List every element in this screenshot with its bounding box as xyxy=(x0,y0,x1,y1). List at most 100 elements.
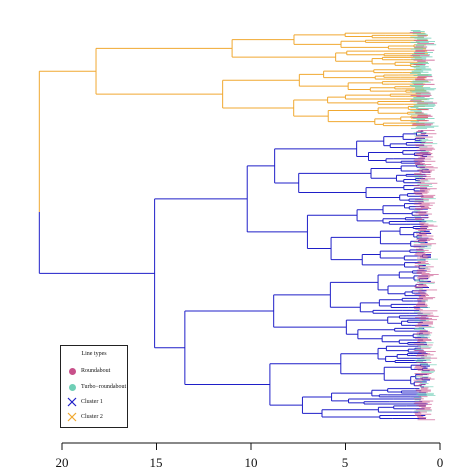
leaf-label-mark xyxy=(415,218,422,219)
leaf-label-mark xyxy=(415,324,422,326)
leaf-label-mark xyxy=(419,170,432,172)
leaf-label-mark xyxy=(415,229,433,230)
leaf-label-mark xyxy=(412,33,427,35)
leaf-label-mark xyxy=(421,353,431,355)
leaf-label-mark xyxy=(416,271,426,273)
leaf-label-mark xyxy=(421,407,432,409)
leaf-label-mark xyxy=(417,114,431,116)
leaf-label-mark xyxy=(417,312,433,314)
legend-item-cluster-2: Cluster 2 xyxy=(67,411,103,423)
leaf-label-mark xyxy=(413,159,424,161)
leaf-label-mark xyxy=(411,86,422,87)
leaf-label-mark xyxy=(418,138,429,140)
leaf-label-mark xyxy=(415,126,435,128)
leaf-label-mark xyxy=(415,212,427,214)
leaf-label-mark xyxy=(414,414,422,416)
leaf-label-mark xyxy=(415,401,430,403)
leaf-label-mark xyxy=(410,127,428,129)
leaf-label-mark xyxy=(417,255,431,257)
leaf-label-mark xyxy=(418,296,426,297)
leaf-label-mark xyxy=(410,121,419,123)
leaf-label-mark xyxy=(415,409,432,411)
leaf-label-mark xyxy=(412,54,430,56)
leaf-label-mark xyxy=(418,146,428,148)
leaf-label-mark xyxy=(410,36,425,38)
leaf-label-mark xyxy=(409,32,421,34)
leaf-label-mark xyxy=(419,171,432,173)
dendrogram-leaf-labels xyxy=(409,30,439,421)
leaf-label-mark xyxy=(415,78,424,80)
leaf-label-mark xyxy=(417,125,439,127)
leaf-label-mark xyxy=(418,202,435,204)
leaf-label-mark xyxy=(421,194,436,196)
leaf-label-mark xyxy=(417,43,435,45)
legend-item-turbo-roundabout: Turbo−roundabout xyxy=(67,381,126,393)
leaf-label-mark xyxy=(418,378,435,380)
leaf-label-mark xyxy=(418,406,426,407)
leaf-label-mark xyxy=(419,152,431,153)
leaf-label-mark xyxy=(418,230,426,231)
leaf-label-mark xyxy=(417,264,431,266)
leaf-label-mark xyxy=(417,61,429,63)
leaf-label-mark xyxy=(421,336,430,338)
leaf-label-mark xyxy=(417,169,435,171)
legend-label: Cluster 2 xyxy=(81,414,103,420)
leaf-label-mark xyxy=(414,348,422,350)
leaf-label-mark xyxy=(417,76,433,78)
leaf-label-mark xyxy=(412,31,425,32)
leaf-label-mark xyxy=(414,359,431,361)
leaf-label-mark xyxy=(420,292,427,294)
leaf-label-mark xyxy=(417,38,428,40)
leaf-label-mark xyxy=(419,383,429,384)
leaf-label-mark xyxy=(417,179,428,181)
leaf-label-mark xyxy=(414,135,422,137)
leaf-label-mark xyxy=(420,319,437,321)
leaf-label-mark xyxy=(414,241,426,242)
leaf-label-mark xyxy=(415,376,429,378)
leaf-label-mark xyxy=(414,200,429,202)
legend-label: Cluster 1 xyxy=(81,399,103,405)
leaf-label-mark xyxy=(416,375,423,377)
leaf-label-mark xyxy=(418,345,429,347)
leaf-label-mark xyxy=(421,315,439,317)
leaf-label-mark xyxy=(416,390,431,392)
leaf-label-mark xyxy=(418,403,432,405)
leaf-label-mark xyxy=(419,363,428,365)
leaf-label-mark xyxy=(417,417,427,418)
leaf-label-mark xyxy=(415,317,427,318)
leaf-label-mark xyxy=(410,48,424,50)
leaf-label-mark xyxy=(415,233,427,235)
leaf-label-mark xyxy=(411,71,429,73)
leaf-label-mark xyxy=(417,278,427,280)
legend: Line types Roundabout Turbo−roundabout C… xyxy=(60,345,128,428)
leaf-label-mark xyxy=(415,45,425,47)
leaf-label-mark xyxy=(413,174,431,175)
leaf-label-mark xyxy=(418,166,434,168)
leaf-label-mark xyxy=(409,90,427,92)
leaf-label-mark xyxy=(413,118,435,119)
leaf-label-mark xyxy=(417,340,432,341)
leaf-label-mark xyxy=(412,66,429,68)
leaf-label-mark xyxy=(415,41,436,42)
leaf-label-mark xyxy=(418,247,431,249)
leaf-label-mark xyxy=(420,321,434,323)
leaf-label-mark xyxy=(415,355,428,357)
leaf-label-mark xyxy=(416,334,432,336)
leaf-label-mark xyxy=(419,400,434,402)
leaf-label-mark xyxy=(417,281,436,283)
leaf-label-mark xyxy=(414,320,430,322)
leaf-label-mark xyxy=(420,167,438,169)
leaf-label-mark xyxy=(414,287,423,289)
leaf-label-mark xyxy=(418,213,432,215)
leaf-label-mark xyxy=(413,97,425,98)
leaf-label-mark xyxy=(419,240,431,241)
leaf-label-mark xyxy=(416,149,433,151)
leaf-label-mark xyxy=(413,379,424,381)
leaf-label-mark xyxy=(414,69,432,71)
leaf-label-mark xyxy=(415,44,437,46)
leaf-label-mark xyxy=(420,370,435,372)
leaf-label-mark xyxy=(417,335,425,337)
leaf-label-mark xyxy=(412,56,433,58)
leaf-label-mark xyxy=(414,373,432,374)
leaf-label-mark xyxy=(415,236,422,238)
